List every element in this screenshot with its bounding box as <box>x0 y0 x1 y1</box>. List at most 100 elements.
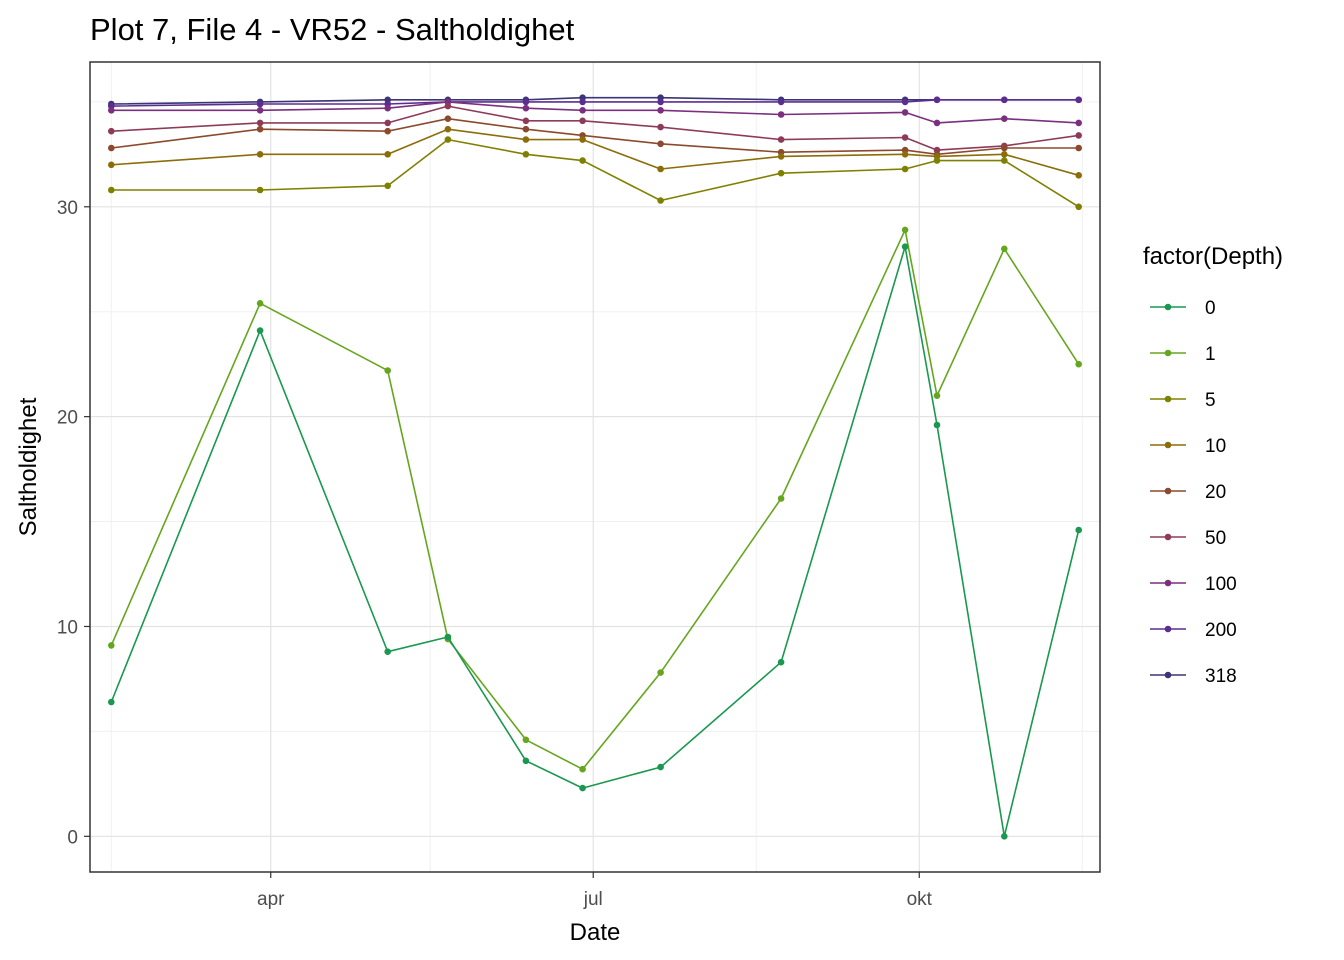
data-point <box>108 127 115 135</box>
series-line <box>110 245 1080 838</box>
data-point <box>777 136 785 143</box>
x-tick-label: apr <box>257 889 285 910</box>
legend-key-point <box>1164 533 1172 541</box>
y-tick-label: 10 <box>57 617 78 638</box>
data-point <box>657 123 664 131</box>
series-line <box>111 128 1079 177</box>
data-point <box>384 648 392 655</box>
data-point <box>933 119 941 127</box>
data-point <box>444 136 452 143</box>
data-point <box>1001 833 1008 840</box>
series-5 <box>108 136 1082 211</box>
data-point <box>933 392 941 400</box>
data-point <box>108 186 115 194</box>
data-point <box>579 98 586 106</box>
data-point <box>777 98 785 106</box>
data-point <box>256 125 264 133</box>
data-point <box>256 119 264 127</box>
data-point <box>444 115 452 122</box>
data-point <box>777 495 785 502</box>
data-point <box>444 102 452 110</box>
data-point <box>1075 360 1082 368</box>
legend-label: 0 <box>1205 298 1216 319</box>
data-point <box>1001 151 1008 158</box>
data-point <box>933 96 941 104</box>
legend-item: 5 <box>1150 390 1216 411</box>
data-point <box>657 165 664 173</box>
series-10 <box>108 125 1082 179</box>
series-100 <box>108 98 1082 127</box>
data-point <box>901 165 909 173</box>
data-point <box>108 698 115 706</box>
legend-label: 20 <box>1205 482 1226 503</box>
data-point <box>1075 132 1082 139</box>
series-0 <box>108 243 1082 840</box>
series-1 <box>108 226 1082 773</box>
y-tick-label: 0 <box>67 827 78 848</box>
data-point <box>108 107 115 114</box>
data-point <box>657 140 664 148</box>
data-point <box>1001 157 1008 164</box>
data-point <box>384 151 392 158</box>
data-point <box>777 169 785 177</box>
data-point <box>522 117 530 125</box>
x-axis: apr jul okt <box>257 872 933 910</box>
data-point <box>256 100 264 108</box>
data-point <box>901 98 909 106</box>
legend-label: 50 <box>1205 528 1226 549</box>
legend-item: 10 <box>1150 436 1226 457</box>
data-point <box>657 197 664 204</box>
legend-label: 200 <box>1205 620 1237 641</box>
legend-label: 5 <box>1205 390 1216 411</box>
data-point <box>657 669 664 676</box>
data-point <box>444 125 452 133</box>
legend-label: 100 <box>1205 574 1237 595</box>
data-point <box>522 757 530 765</box>
series-line <box>111 101 1079 124</box>
series-50 <box>108 102 1082 154</box>
legend-key-point <box>1164 303 1172 311</box>
grid-major <box>90 62 1100 872</box>
data-point <box>384 127 392 135</box>
legend-label: 1 <box>1205 344 1216 365</box>
legend: factor(Depth) 0 1 5 10 20 50 100 200 318 <box>1143 243 1283 687</box>
series-line <box>111 99 1079 107</box>
legend-key-point <box>1164 487 1172 495</box>
data-point <box>1001 115 1008 122</box>
data-point <box>777 153 785 160</box>
data-point <box>108 642 115 649</box>
data-point <box>522 125 530 133</box>
data-point <box>444 633 452 641</box>
data-point <box>901 151 909 158</box>
data-point <box>1075 203 1082 211</box>
legend-key-point <box>1164 625 1172 633</box>
data-point <box>777 658 785 666</box>
data-point <box>901 226 909 234</box>
data-point <box>579 136 586 143</box>
data-point <box>579 784 586 792</box>
x-axis-title: Date <box>570 919 621 946</box>
data-point <box>522 98 530 106</box>
data-point <box>657 107 664 114</box>
data-point <box>1075 119 1082 127</box>
data-point <box>1075 144 1082 152</box>
legend-title: factor(Depth) <box>1143 243 1283 270</box>
legend-item: 20 <box>1150 482 1226 503</box>
data-point <box>384 119 392 127</box>
data-point <box>384 182 392 190</box>
data-point <box>901 134 909 141</box>
legend-key-point <box>1164 395 1172 403</box>
series-line <box>111 138 1080 208</box>
x-tick-label: jul <box>583 889 603 910</box>
series-line <box>111 117 1079 156</box>
data-point <box>522 136 530 143</box>
data-point <box>522 736 530 744</box>
data-point <box>256 107 264 114</box>
data-point <box>256 327 264 334</box>
data-point <box>256 300 264 307</box>
data-point <box>1075 526 1082 534</box>
x-tick-label: okt <box>907 889 933 910</box>
data-point <box>777 111 785 118</box>
data-point <box>1075 96 1082 104</box>
